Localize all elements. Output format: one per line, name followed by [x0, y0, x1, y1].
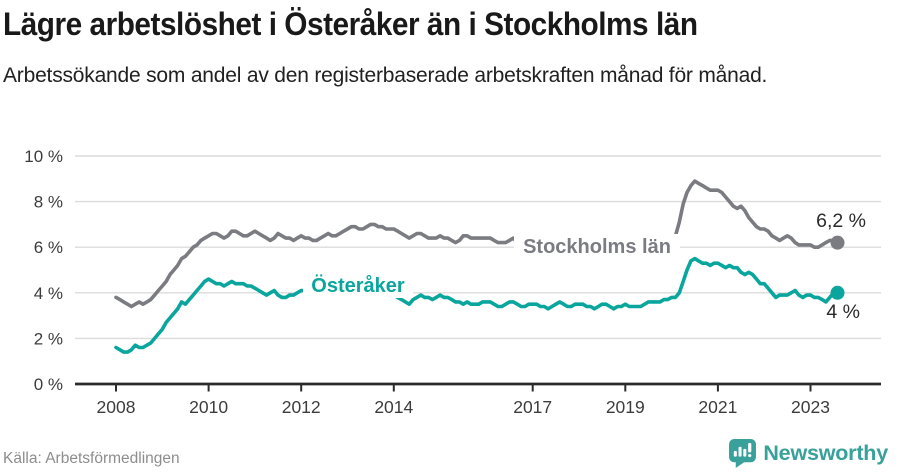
x-axis-tick-label: 2023	[791, 397, 830, 417]
line-chart: Stockholms län Österåker 2008 2010 2012 2014 2…	[24, 147, 881, 417]
newsworthy-logo-text: Newsworthy	[763, 440, 888, 465]
series-end-label-stockholms-lan: 6,2 %	[816, 210, 866, 232]
series-end-dot-stockholms-lan	[830, 235, 845, 250]
y-axis-tick-label: 2 %	[34, 329, 63, 348]
exclamation-dot	[748, 453, 752, 457]
series-label-osteraker: Österåker	[311, 274, 405, 297]
chart-title: Lägre arbetslöshet i Österåker än i Stoc…	[3, 6, 698, 42]
series-end-dot-osteraker	[830, 285, 845, 300]
series-label-mask	[303, 273, 413, 298]
x-axis-tick-label: 2019	[606, 397, 645, 417]
series-path-osteraker	[114, 256, 840, 354]
source-note: Källa: Arbetsförmedlingen	[3, 450, 180, 467]
newsworthy-logo: Newsworthy	[729, 438, 888, 468]
x-axis-tick-label: 2012	[282, 397, 321, 417]
exclamation-stem	[748, 442, 752, 452]
x-axis-tick-label: 2021	[698, 397, 737, 417]
series-label-mask	[514, 234, 680, 260]
newsworthy-badge-icon	[729, 438, 757, 468]
series-path-stockholms-lan	[114, 179, 840, 309]
y-axis-tick-label: 10 %	[24, 147, 63, 166]
y-axis-tick-label: 4 %	[34, 284, 63, 303]
y-axis-tick-label: 8 %	[34, 193, 63, 212]
x-axis-tick-label: 2010	[189, 397, 228, 417]
y-axis-tick-label: 6 %	[34, 238, 63, 257]
bar-chart-glyph	[734, 442, 752, 457]
x-axis-tick-label: 2008	[97, 397, 136, 417]
x-axis-tick-label: 2017	[513, 397, 552, 417]
y-axis-tick-label: 0 %	[34, 375, 63, 394]
series-label-stockholms-lan: Stockholms län	[523, 236, 671, 258]
x-axis-tick-label: 2014	[374, 397, 413, 417]
chart-subtitle: Arbetssökande som andel av den registerb…	[3, 64, 768, 87]
series-end-label-osteraker: 4 %	[826, 301, 860, 323]
